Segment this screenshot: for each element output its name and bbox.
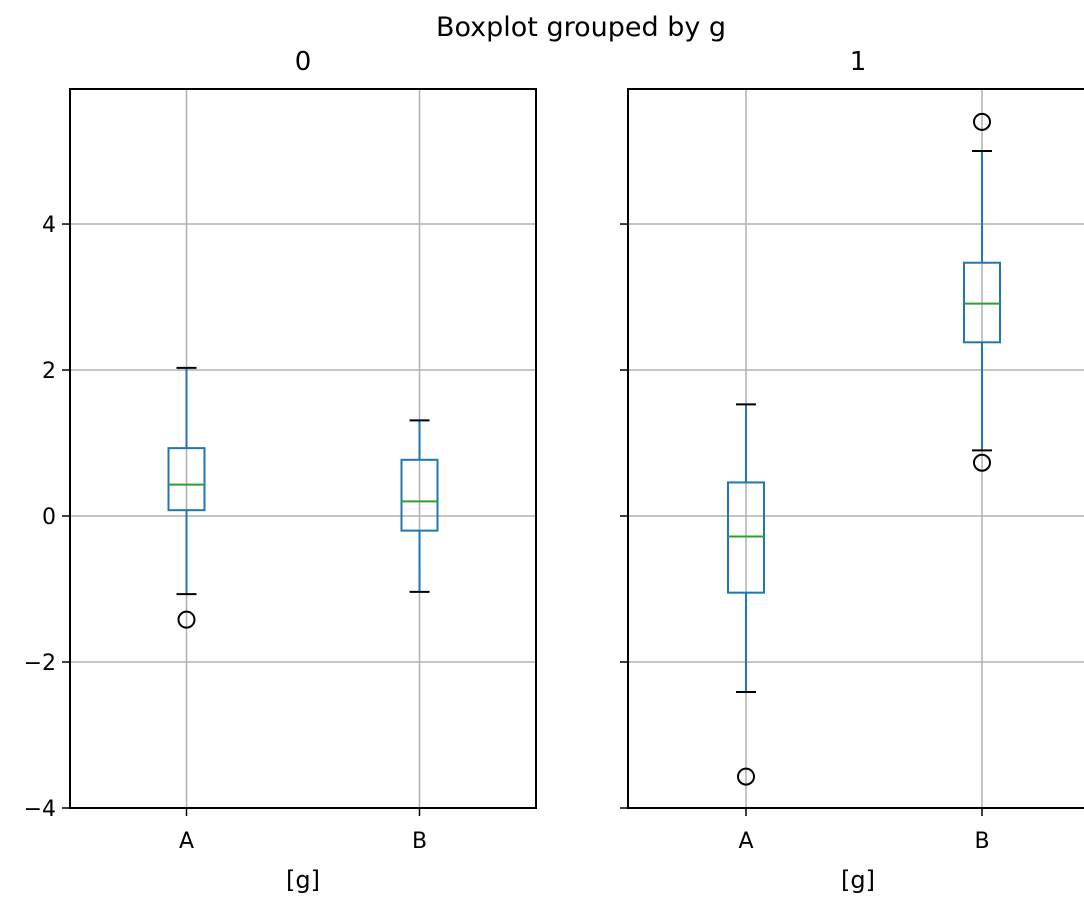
y-tick-label: 2 [42, 359, 56, 384]
box-B [400, 419, 439, 593]
figure-title: Boxplot grouped by g [436, 12, 726, 43]
axes-frame [69, 88, 537, 809]
panels-group: −4 −2 0 2 4 A B 0 [g] A B 1 [g] [24, 47, 1084, 894]
iqr-box [400, 458, 439, 532]
outlier-point [737, 767, 755, 786]
y-tick-label: −4 [24, 797, 56, 822]
box-B [963, 112, 1001, 472]
x-axis-label: [g] [286, 866, 320, 894]
x-tick-label: B [412, 829, 427, 854]
panel-1: A B 1 [g] [620, 47, 1084, 894]
x-tick-label: A [738, 829, 753, 854]
iqr-box [727, 481, 765, 594]
x-tick-label: B [974, 829, 989, 854]
axes-frame [627, 88, 1084, 809]
panel-0: −4 −2 0 2 4 A B 0 [g] [24, 47, 537, 894]
outlier-point [973, 112, 991, 131]
iqr-box [167, 447, 206, 512]
y-tick-label: 4 [42, 213, 56, 238]
box-A [167, 366, 206, 629]
x-axis-label: [g] [841, 866, 875, 894]
outlier-point [973, 453, 991, 472]
panel-title: 0 [295, 47, 312, 77]
panel-title: 1 [850, 47, 867, 77]
y-tick-label: −2 [24, 651, 56, 676]
x-tick-label: A [179, 829, 194, 854]
y-tick-label: 0 [42, 505, 56, 530]
outlier-point [177, 610, 196, 629]
box-A [727, 403, 765, 786]
iqr-box [963, 261, 1001, 344]
